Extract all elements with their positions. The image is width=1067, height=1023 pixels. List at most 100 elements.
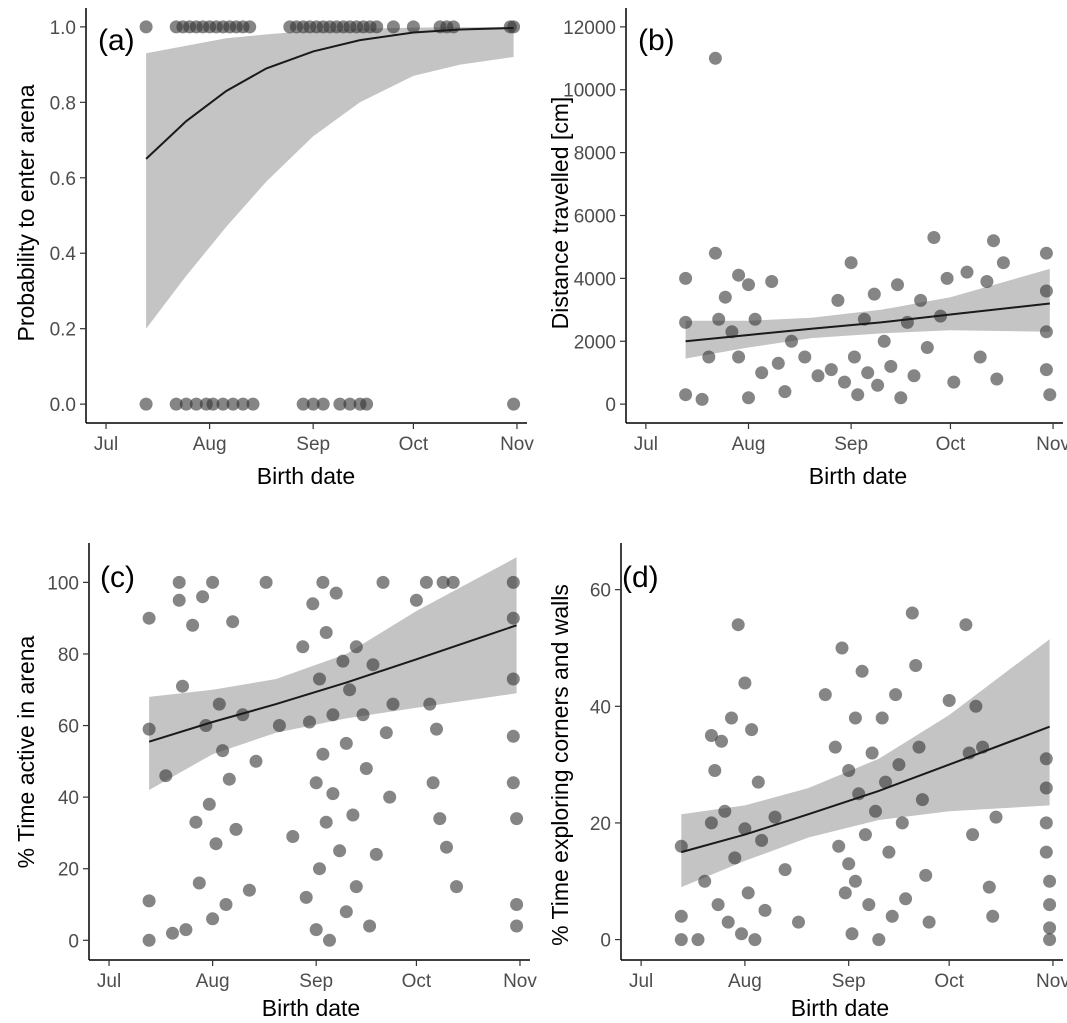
- x-tick-label: Aug: [732, 434, 766, 455]
- x-tick-label: Jul: [94, 434, 118, 455]
- data-point: [433, 812, 447, 826]
- data-point: [333, 844, 347, 858]
- data-point: [379, 726, 393, 740]
- data-point: [159, 769, 173, 783]
- data-point: [927, 231, 941, 244]
- data-point: [206, 575, 220, 589]
- x-tick-label: Aug: [196, 971, 230, 992]
- data-point: [1039, 845, 1053, 859]
- data-point: [798, 350, 812, 364]
- data-point: [674, 909, 688, 923]
- data-point: [510, 812, 524, 826]
- y-tick-label: 40: [58, 788, 79, 809]
- data-point: [845, 927, 859, 941]
- panel-b: Jul Aug Sep Oct Nov 0 2000 4000 6000 8000 10000 120…: [547, 8, 1067, 489]
- data-point: [986, 909, 1000, 923]
- y-tick-label: 20: [58, 860, 79, 881]
- y-tick-label: 1.0: [50, 18, 76, 39]
- data-point: [889, 688, 903, 702]
- data-point: [835, 641, 849, 655]
- data-point: [336, 654, 350, 668]
- y-tick-label: 0.6: [50, 169, 76, 190]
- data-point: [702, 350, 716, 364]
- data-point: [832, 839, 846, 853]
- data-point: [216, 744, 230, 758]
- data-point: [446, 575, 460, 589]
- panel-d: Jul Aug Sep Oct Nov 0 20 40 60 (d) Birth date % …: [547, 543, 1067, 1021]
- data-point: [778, 385, 792, 399]
- data-point: [186, 618, 200, 632]
- data-point: [323, 933, 336, 947]
- data-point: [725, 711, 738, 725]
- data-point: [169, 397, 183, 411]
- data-point: [426, 776, 440, 790]
- data-point: [139, 397, 153, 411]
- panel-d-x-axis-title: Birth date: [791, 995, 889, 1021]
- data-point: [771, 356, 785, 370]
- y-tick-label: 80: [58, 645, 79, 666]
- data-point: [329, 586, 343, 600]
- data-point: [172, 575, 186, 589]
- data-point: [216, 397, 230, 411]
- data-point: [359, 762, 373, 775]
- data-point: [785, 334, 798, 348]
- data-point: [742, 391, 755, 405]
- data-point: [206, 397, 220, 411]
- data-point: [226, 397, 240, 411]
- data-point: [912, 740, 926, 754]
- data-point: [510, 898, 524, 911]
- data-point: [142, 933, 156, 947]
- data-point: [907, 369, 921, 383]
- data-point: [922, 915, 936, 929]
- data-point: [869, 804, 882, 818]
- x-tick-label: Nov: [503, 971, 537, 992]
- confidence-band: [149, 557, 517, 790]
- y-tick-label: 60: [58, 717, 79, 738]
- y-tick-label: 0: [605, 395, 616, 416]
- data-point: [179, 397, 193, 411]
- data-point: [179, 923, 193, 937]
- data-point: [674, 933, 688, 947]
- data-point: [738, 676, 752, 690]
- plot-area: Jul Aug Sep Oct Nov 0 20 40 60 80 100: [47, 543, 537, 992]
- data-point: [732, 268, 746, 282]
- data-point: [316, 397, 330, 411]
- data-point: [980, 275, 994, 288]
- data-point: [831, 293, 845, 307]
- x-tick-label: Aug: [193, 434, 227, 455]
- data-point: [745, 723, 759, 737]
- data-point: [704, 729, 718, 742]
- data-point: [209, 837, 223, 851]
- data-point: [844, 256, 858, 270]
- data-point: [848, 874, 862, 888]
- panel-c: Jul Aug Sep Oct Nov 0 20 40 60 80 100 (c) Birth da…: [13, 543, 537, 1021]
- panel-c-y-axis-title: % Time active in arena: [13, 635, 39, 868]
- data-point: [333, 397, 347, 411]
- panel-a-x-axis-title: Birth date: [257, 463, 355, 489]
- data-point: [1039, 246, 1053, 260]
- data-point: [440, 840, 453, 854]
- y-tick-label: 40: [590, 697, 611, 718]
- x-tick-label: Nov: [500, 434, 534, 455]
- y-tick-label: 0: [600, 931, 611, 952]
- panel-a-y-axis-title: Probability to enter arena: [13, 84, 39, 341]
- y-tick-label: 10000: [563, 81, 616, 102]
- data-point: [506, 611, 520, 625]
- data-point: [828, 740, 842, 754]
- fit-line: [145, 27, 514, 160]
- data-point: [306, 397, 320, 411]
- panel-b-x-axis-title: Birth date: [809, 463, 907, 489]
- data-point: [339, 905, 353, 919]
- data-point: [189, 397, 203, 411]
- data-point: [755, 366, 769, 380]
- data-point: [969, 699, 983, 713]
- fit-line: [148, 624, 517, 743]
- data-point: [506, 729, 520, 743]
- data-point: [1039, 284, 1053, 298]
- x-tick-label: Jul: [629, 971, 653, 992]
- data-point: [419, 575, 433, 589]
- data-point: [370, 20, 384, 34]
- data-point: [920, 341, 934, 354]
- data-point: [202, 797, 216, 811]
